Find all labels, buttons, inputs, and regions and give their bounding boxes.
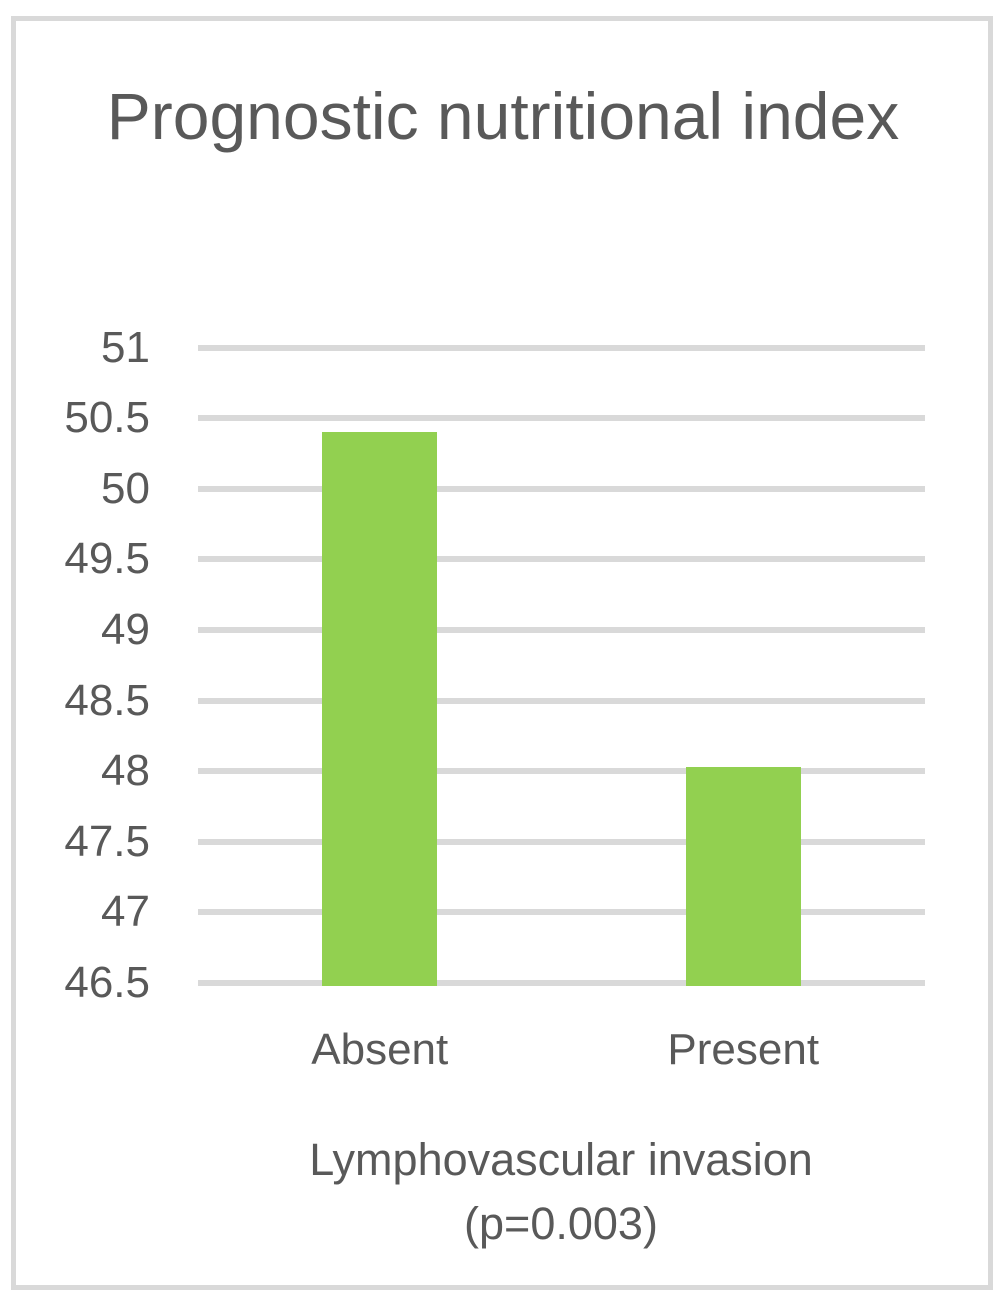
gridline bbox=[198, 980, 925, 986]
x-axis-title-text: Lymphovascular invasion bbox=[309, 1134, 813, 1185]
y-tick-label: 49.5 bbox=[64, 534, 150, 584]
y-tick-label: 46.5 bbox=[64, 958, 150, 1007]
gridline bbox=[198, 768, 925, 775]
y-tick-label: 48.5 bbox=[64, 675, 150, 725]
y-tick-label: 50 bbox=[101, 463, 150, 513]
y-tick-label: 47 bbox=[101, 887, 150, 937]
x-category-label: Absent bbox=[311, 1025, 449, 1074]
bar-absent bbox=[322, 432, 438, 986]
chart-title: Prognostic nutritional index bbox=[106, 79, 900, 153]
y-tick-label: 48 bbox=[101, 746, 150, 796]
y-tick-label: 49 bbox=[101, 605, 150, 654]
gridline bbox=[198, 415, 925, 422]
gridline bbox=[198, 485, 925, 492]
x-axis-title-pvalue: (p=0.003) bbox=[464, 1198, 658, 1249]
gridline bbox=[198, 556, 925, 563]
x-category-label: Present bbox=[667, 1025, 820, 1074]
gridline bbox=[198, 344, 925, 351]
y-tick-label: 51 bbox=[101, 322, 150, 372]
y-tick-label: 50.5 bbox=[64, 393, 150, 443]
chart-border bbox=[11, 16, 993, 1290]
x-axis-title: Lymphovascular invasion (p=0.003) bbox=[211, 1128, 911, 1256]
gridline bbox=[198, 838, 925, 845]
y-tick-label: 47.5 bbox=[64, 816, 150, 866]
gridline bbox=[198, 627, 925, 633]
bar-present bbox=[685, 766, 801, 986]
gridline bbox=[198, 909, 925, 916]
gridline bbox=[198, 697, 925, 704]
